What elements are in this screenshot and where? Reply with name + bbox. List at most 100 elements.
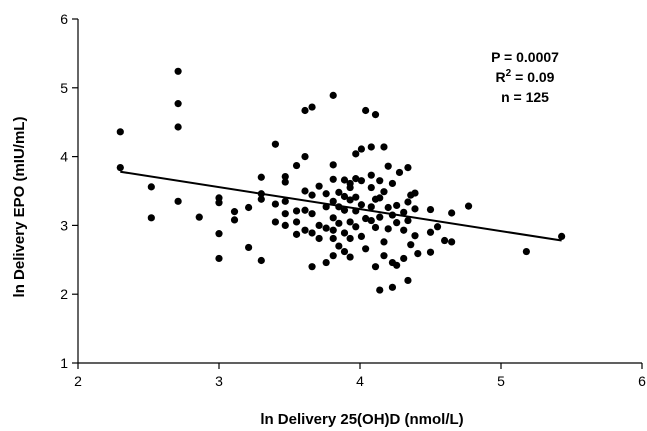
y-tick-label: 2	[60, 286, 68, 302]
data-point	[346, 218, 354, 226]
data-point	[404, 198, 412, 206]
data-point	[329, 197, 337, 205]
data-point	[352, 175, 360, 183]
data-point	[116, 128, 124, 136]
data-point	[292, 218, 301, 226]
r-squared-annotation: R2 = 0.09	[496, 68, 555, 85]
data-point	[380, 252, 388, 260]
data-point	[329, 161, 337, 169]
data-point	[245, 203, 253, 212]
r-squared-prefix: R	[496, 69, 506, 85]
data-point	[357, 145, 366, 153]
data-point	[407, 241, 415, 249]
y-tick-label: 4	[60, 149, 68, 165]
data-points	[116, 67, 566, 294]
data-point	[335, 188, 343, 196]
data-point	[371, 223, 380, 232]
data-point	[357, 232, 366, 241]
p-value-annotation: P = 0.0007	[491, 49, 559, 65]
data-point	[322, 258, 330, 267]
data-point	[411, 189, 419, 197]
data-point	[411, 232, 419, 240]
data-point	[464, 202, 473, 210]
data-point	[362, 106, 370, 115]
data-point	[380, 188, 388, 196]
data-point	[367, 171, 375, 179]
data-point	[376, 177, 384, 185]
data-point	[308, 263, 316, 271]
data-point	[271, 200, 279, 208]
data-point	[404, 216, 412, 225]
data-point	[292, 207, 301, 215]
data-point	[329, 175, 337, 183]
data-point	[230, 208, 239, 216]
data-point	[357, 177, 366, 185]
y-tick-label: 3	[60, 217, 68, 233]
data-point	[281, 197, 289, 205]
data-point	[395, 168, 404, 177]
data-point	[384, 162, 392, 170]
data-point	[376, 213, 384, 221]
data-point	[301, 187, 309, 195]
data-point	[315, 221, 323, 229]
data-point	[340, 229, 349, 237]
data-point	[376, 286, 384, 294]
x-tick-label: 4	[356, 373, 364, 389]
data-point	[215, 199, 223, 207]
data-point	[448, 209, 456, 217]
data-point	[329, 91, 337, 99]
data-point	[230, 216, 239, 224]
data-point	[308, 191, 316, 199]
data-point	[426, 205, 435, 214]
data-point	[414, 250, 422, 258]
data-point	[174, 67, 182, 75]
data-point	[281, 178, 289, 186]
x-axis-title: ln Delivery 25(OH)D (nmol/L)	[260, 411, 463, 428]
data-point	[400, 254, 408, 263]
data-point	[371, 263, 380, 271]
data-point	[281, 172, 289, 181]
data-point	[380, 143, 388, 151]
data-point	[380, 238, 388, 246]
data-point	[215, 230, 223, 238]
sample-size-annotation: n = 125	[501, 89, 549, 105]
data-point	[301, 226, 309, 234]
data-point	[367, 143, 375, 151]
x-tick-label: 3	[215, 373, 223, 389]
data-point	[411, 205, 419, 213]
y-tick-label: 5	[60, 80, 68, 96]
data-point	[257, 195, 265, 203]
data-point	[281, 210, 289, 218]
data-point	[292, 161, 301, 170]
data-point	[329, 252, 337, 260]
data-point	[174, 100, 182, 108]
data-point	[352, 150, 360, 158]
data-point	[271, 140, 279, 148]
data-point	[384, 203, 392, 212]
x-tick-label: 2	[74, 373, 82, 389]
data-point	[281, 221, 289, 229]
data-point	[426, 228, 435, 236]
data-point	[346, 183, 354, 192]
data-point	[329, 234, 337, 243]
data-point	[257, 256, 265, 265]
y-axis: 1 2 3 4 5 6	[60, 11, 79, 371]
data-point	[174, 197, 182, 205]
data-point	[215, 254, 223, 263]
data-point	[301, 153, 309, 161]
data-point	[322, 224, 330, 232]
data-point	[357, 201, 366, 209]
data-point	[388, 283, 397, 291]
data-point	[329, 226, 337, 234]
data-point	[346, 234, 354, 243]
regression-line	[120, 170, 562, 242]
data-point	[147, 214, 155, 222]
data-point	[340, 206, 349, 214]
data-point	[362, 245, 370, 253]
data-point	[367, 216, 375, 225]
data-point	[335, 219, 343, 227]
data-point	[315, 234, 323, 243]
data-point	[335, 242, 343, 250]
r-squared-exponent: 2	[506, 68, 512, 79]
